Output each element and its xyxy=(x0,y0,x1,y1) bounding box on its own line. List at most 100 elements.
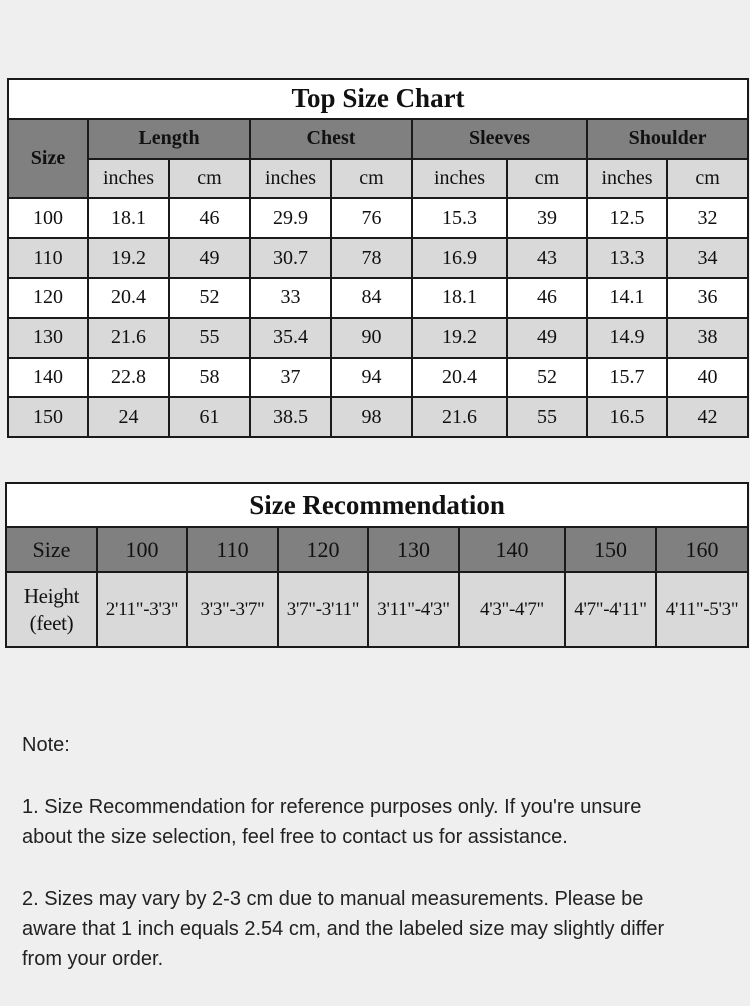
note-item: 1. Size Recommendation for reference pur… xyxy=(22,792,742,852)
table-cell: 140 xyxy=(7,356,89,399)
size-header: Size xyxy=(7,117,89,200)
unit-header: cm xyxy=(665,157,750,200)
table-cell: 49 xyxy=(168,237,251,279)
table-cell: 100 xyxy=(7,197,89,240)
table-cell: 14.9 xyxy=(586,316,668,359)
recommendation-title: Size Recommendation xyxy=(4,482,750,528)
table-cell: 42 xyxy=(665,396,750,439)
shoulder-header: Shoulder xyxy=(585,117,750,160)
table-cell: 36 xyxy=(665,276,750,319)
table-cell: 32 xyxy=(665,197,750,240)
table-row: 120 20.4 52 33 84 18.1 46 14.1 36 xyxy=(7,276,750,319)
note-item: 2. Sizes may vary by 2-3 cm due to manua… xyxy=(22,884,742,974)
unit-header: inches xyxy=(586,157,668,200)
unit-header: inches xyxy=(249,157,332,200)
table-cell: 98 xyxy=(330,396,413,439)
unit-header: cm xyxy=(506,157,588,200)
table-cell: 20.4 xyxy=(411,356,508,399)
table-cell: 21.6 xyxy=(411,396,508,439)
height-label: Height (feet) xyxy=(5,571,98,648)
table-cell: 84 xyxy=(330,276,413,319)
table-cell: 38 xyxy=(665,316,750,359)
table-cell: 18.1 xyxy=(411,276,508,319)
table-cell: 130 xyxy=(7,316,89,359)
table-cell: 46 xyxy=(168,197,251,240)
notes: Note: 1. Size Recommendation for referen… xyxy=(22,730,742,1006)
table-cell: 18.1 xyxy=(87,197,170,240)
height-cell: 3'3"-3'7" xyxy=(186,571,279,648)
size-cell: 130 xyxy=(367,526,460,573)
table-cell: 13.3 xyxy=(586,237,668,279)
unit-header: cm xyxy=(330,157,413,200)
unit-header: cm xyxy=(168,157,251,200)
table-cell: 19.2 xyxy=(411,316,508,359)
sleeves-header: Sleeves xyxy=(411,117,588,160)
table-row: 150 24 61 38.5 98 21.6 55 16.5 42 xyxy=(7,396,750,439)
table-cell: 39 xyxy=(506,197,588,240)
table-cell: 35.4 xyxy=(249,316,332,359)
table-cell: 40 xyxy=(665,356,750,399)
table-cell: 61 xyxy=(168,396,251,439)
table-cell: 16.9 xyxy=(411,237,508,279)
table-cell: 30.7 xyxy=(249,237,332,279)
table-cell: 110 xyxy=(7,237,89,279)
table-row: 100 18.1 46 29.9 76 15.3 39 12.5 32 xyxy=(7,197,750,240)
table-cell: 29.9 xyxy=(249,197,332,240)
table-row: 140 22.8 58 37 94 20.4 52 15.7 40 xyxy=(7,356,750,399)
size-cell: 110 xyxy=(186,526,279,573)
size-label: Size xyxy=(5,526,98,573)
note-line: 1. Size Recommendation for reference pur… xyxy=(22,796,642,818)
table-row: 110 19.2 49 30.7 78 16.9 43 13.3 34 xyxy=(7,237,750,279)
height-cell: 4'7"-4'11" xyxy=(564,571,657,648)
table-cell: 14.1 xyxy=(586,276,668,319)
height-label-unit: (feet) xyxy=(29,610,74,635)
size-recommendation-table: Size Recommendation Size 100 110 120 130 140 1… xyxy=(4,482,750,648)
note-line: about the size selection, feel free to c… xyxy=(22,826,568,848)
length-header: Length xyxy=(87,117,251,160)
table-cell: 43 xyxy=(506,237,588,279)
table-cell: 55 xyxy=(168,316,251,359)
note-line: from your order. xyxy=(22,948,164,970)
note-line: 2. Sizes may vary by 2-3 cm due to manua… xyxy=(22,888,644,910)
unit-header: inches xyxy=(87,157,170,200)
table-cell: 15.3 xyxy=(411,197,508,240)
notes-heading: Note: xyxy=(22,734,70,756)
table-cell: 20.4 xyxy=(87,276,170,319)
table-cell: 24 xyxy=(87,396,170,439)
table-cell: 15.7 xyxy=(586,356,668,399)
size-cell: 160 xyxy=(654,526,750,573)
size-cell: 140 xyxy=(458,526,566,573)
table-cell: 38.5 xyxy=(249,396,332,439)
table-cell: 94 xyxy=(330,356,413,399)
table-cell: 52 xyxy=(506,356,588,399)
height-cell: 4'3"-4'7" xyxy=(458,571,566,648)
table-row: 130 21.6 55 35.4 90 19.2 49 14.9 38 xyxy=(7,316,750,359)
table-cell: 19.2 xyxy=(87,237,170,279)
height-cell: 3'11"-4'3" xyxy=(367,571,460,648)
height-cell: 4'11"-5'3" xyxy=(654,571,750,648)
table-cell: 90 xyxy=(330,316,413,359)
table-cell: 120 xyxy=(7,276,89,319)
table-cell: 37 xyxy=(249,356,332,399)
table-cell: 22.8 xyxy=(87,356,170,399)
note-line: aware that 1 inch equals 2.54 cm, and th… xyxy=(22,918,665,940)
unit-header: inches xyxy=(411,157,508,200)
table-cell: 55 xyxy=(506,396,588,439)
table-cell: 76 xyxy=(330,197,413,240)
height-label-line: Height xyxy=(23,583,80,608)
table-cell: 78 xyxy=(330,237,413,279)
height-cell: 3'7"-3'11" xyxy=(277,571,369,648)
table-cell: 49 xyxy=(506,316,588,359)
size-cell: 120 xyxy=(277,526,369,573)
height-cell: 2'11"-3'3" xyxy=(96,571,188,648)
table-cell: 21.6 xyxy=(87,316,170,359)
table-cell: 52 xyxy=(168,276,251,319)
table-cell: 33 xyxy=(249,276,332,319)
table-cell: 34 xyxy=(665,237,750,279)
table-cell: 16.5 xyxy=(586,396,668,439)
table-cell: 58 xyxy=(168,356,251,399)
table-cell: 12.5 xyxy=(586,197,668,240)
chart-title: Top Size Chart xyxy=(6,78,750,120)
size-cell: 100 xyxy=(96,526,188,573)
size-cell: 150 xyxy=(564,526,657,573)
